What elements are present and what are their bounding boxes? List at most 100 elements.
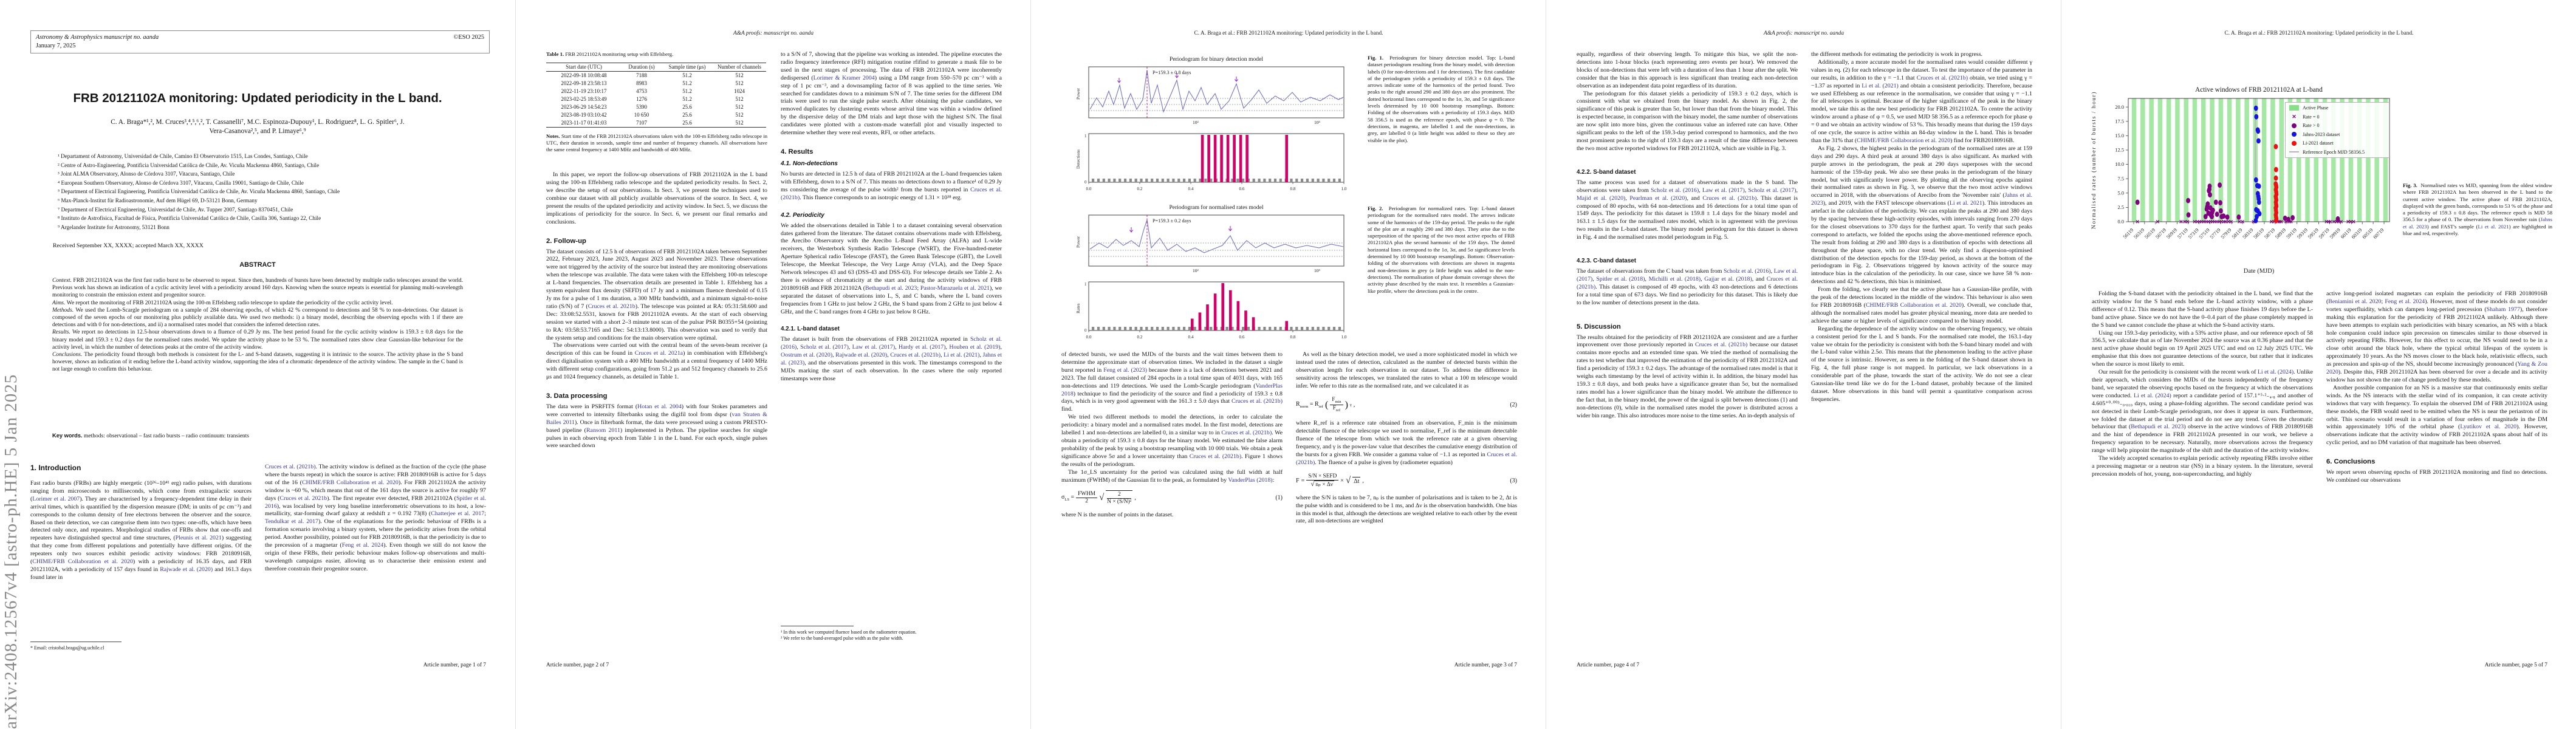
table1-column-header: Duration (s) bbox=[622, 63, 662, 72]
detection-bar bbox=[1201, 135, 1204, 182]
followup-paragraph-1: The dataset consists of 12.5 h of observ… bbox=[546, 248, 767, 341]
non-detection-bar bbox=[1156, 179, 1159, 182]
citation-link: Spitler et al. (2018) bbox=[1596, 275, 1645, 282]
affiliation-item: ¹ Departament of Astronomy, Universidad … bbox=[58, 153, 308, 159]
rate-zero-marker: ✕ bbox=[2202, 219, 2206, 225]
fig1-xtick-1000: 10³ bbox=[1314, 120, 1321, 125]
rate-zero-marker: ✕ bbox=[2217, 219, 2221, 225]
citation-link: Lorimer et al. 2007 bbox=[32, 495, 80, 502]
table1-cell: 512 bbox=[735, 80, 744, 87]
non-detection-bar bbox=[1295, 327, 1298, 330]
rate-zero-marker: ✕ bbox=[2289, 219, 2293, 225]
fig3-xtick-label: 59319 bbox=[2296, 227, 2309, 240]
citation-link: Cruces et al. (2021b) bbox=[1577, 275, 1798, 290]
citation-link: Cruces et al. (2021b) bbox=[1702, 194, 1757, 202]
rate-zero-marker: ✕ bbox=[2349, 219, 2353, 225]
phase-xtick-label: 0.4 bbox=[1188, 187, 1194, 191]
non-detection-bar bbox=[1199, 179, 1202, 182]
non-detection-bar bbox=[1134, 179, 1137, 182]
citation-link: CHIME/FRB Collaboration et al. 2020 bbox=[1865, 302, 1962, 309]
citation-link: Scholz et al. (2017) bbox=[800, 344, 849, 351]
non-detection-bar bbox=[1231, 327, 1234, 330]
rates-model-paragraph: As well as the binary detection model, w… bbox=[1296, 351, 1517, 389]
citation-link: Pearlman et al. (2020) bbox=[1629, 194, 1687, 202]
non-detection-bar bbox=[1188, 327, 1191, 330]
legend-label: Rate > 0 bbox=[2303, 123, 2320, 128]
active-phase-band bbox=[2261, 98, 2267, 222]
detection-bar bbox=[1213, 135, 1217, 182]
fig2-plot-title: Periodogram for normalised rates model bbox=[1169, 204, 1264, 211]
section-6-heading: 6. Conclusions bbox=[2326, 458, 2376, 466]
citation-link: Bethapudi et al. 2023 bbox=[2131, 423, 2184, 431]
non-detection-bar bbox=[1124, 327, 1127, 330]
table1-column-header: Sample time (μs) bbox=[662, 63, 713, 72]
scenarios-paragraph: The widely accepted scenarios to explain… bbox=[2092, 455, 2313, 477]
affiliation-item: ⁵ Department of Electrical Engineering, … bbox=[58, 188, 340, 195]
rate-zero-marker: ✕ bbox=[2197, 219, 2202, 225]
fig2-phase-bars bbox=[1092, 283, 1341, 330]
jahns-dataset-point bbox=[2256, 183, 2261, 189]
rate-positive-swatch-icon bbox=[2292, 123, 2297, 128]
non-detection-bar bbox=[1108, 327, 1111, 330]
rate-zero-marker: ✕ bbox=[2252, 219, 2256, 225]
phase-xtick-label: 0.6 bbox=[1239, 187, 1245, 191]
phase-xtick-label: 0.2 bbox=[1137, 187, 1143, 191]
legend-row: Rate > 0 bbox=[2289, 123, 2385, 129]
abstract-heading: ABSTRACT bbox=[239, 261, 276, 269]
rate-zero-marker: ✕ bbox=[2284, 219, 2288, 225]
detection-bar bbox=[1233, 135, 1236, 182]
harmonic-arrow-icon bbox=[1129, 227, 1134, 233]
li-dataset-point bbox=[2273, 175, 2278, 181]
arxiv-watermark: arXiv:2408.12567v4 [astro-ph.HE] 5 Jan 2… bbox=[1, 374, 21, 729]
page-footer: Article number, page 5 of 7 bbox=[2484, 662, 2547, 668]
harmonic-arrow-icon bbox=[1117, 78, 1122, 83]
running-head: A&A proofs: manuscript no. aanda bbox=[1763, 30, 1845, 36]
fig3-xtick-label: 58719 bbox=[2263, 227, 2276, 240]
rate-zero-marker: ✕ bbox=[2328, 219, 2332, 225]
citation-link: Rajwade et al. (2020) bbox=[835, 352, 888, 359]
rate-zero-marker: ✕ bbox=[2269, 219, 2273, 225]
abstract-paragraph: Aims. We report the monitoring of FRB 20… bbox=[52, 299, 463, 307]
citation-link: Cruces et al. (2021b) bbox=[781, 186, 1002, 201]
rate-positive-point bbox=[2205, 201, 2210, 207]
phase-xtick-label: 0.0 bbox=[1086, 187, 1092, 191]
non-detection-bar bbox=[1092, 179, 1095, 182]
section-1-heading: 1. Introduction bbox=[30, 464, 81, 472]
page-2: A&A proofs: manuscript no. aanda Table 1… bbox=[515, 0, 1031, 729]
page-4: A&A proofs: manuscript no. aanda equally… bbox=[1546, 0, 2061, 729]
citation-link: Feng et al. (2023) bbox=[1103, 366, 1147, 374]
fig3-xtick-label: 60319 bbox=[2351, 227, 2363, 240]
non-detection-bar bbox=[1290, 327, 1293, 330]
cband-paragraph: The dataset of observations from the C b… bbox=[1577, 268, 1798, 306]
active-phase-band bbox=[2340, 98, 2345, 222]
intro-right-column: Cruces et al. (2021b). The activity wind… bbox=[265, 464, 486, 572]
rate-zero-swatch-icon: ✕ bbox=[2292, 113, 2297, 120]
rate-zero-marker: ✕ bbox=[2215, 219, 2219, 225]
active-phase-band bbox=[2149, 98, 2154, 222]
citation-link: Law et al. (2017) bbox=[1577, 268, 1798, 282]
rate-positive-point bbox=[2213, 199, 2218, 205]
citation-link: Cruces et al. (2021b) bbox=[1695, 341, 1748, 349]
citation-link: Hotan et al. 2004 bbox=[637, 403, 682, 410]
non-detection-bar bbox=[1210, 179, 1213, 182]
fig3-xtick-label: 57119 bbox=[2176, 227, 2189, 240]
non-detection-bar bbox=[1338, 179, 1341, 182]
non-detection-bar bbox=[1097, 327, 1100, 330]
citation-link: Law et al. (2017) bbox=[1702, 187, 1745, 194]
non-detection-bar bbox=[1151, 327, 1154, 330]
fig3-xtick-label: 56319 bbox=[2132, 227, 2145, 240]
fig1-phase-ylabel: Detections bbox=[1075, 149, 1081, 169]
non-detection-bar bbox=[1242, 327, 1245, 330]
table1-caption: Table 1. FRB 20121102A monitoring setup … bbox=[546, 51, 674, 57]
non-detection-bar bbox=[1258, 179, 1261, 182]
jahns-dataset-point bbox=[2255, 214, 2259, 219]
detection-bar bbox=[1236, 301, 1240, 330]
rate-positive-point bbox=[2211, 207, 2215, 213]
non-detection-bar bbox=[1118, 327, 1122, 330]
fig3-xtick-label: 57319 bbox=[2187, 227, 2200, 240]
table1-cell: 2022-11-19 23:10:17 bbox=[561, 88, 607, 95]
fig3-xtick-label: 58319 bbox=[2242, 227, 2255, 240]
non-detection-bar bbox=[1263, 179, 1266, 182]
non-detection-bar bbox=[1269, 179, 1272, 182]
non-detection-bar bbox=[1166, 327, 1170, 330]
